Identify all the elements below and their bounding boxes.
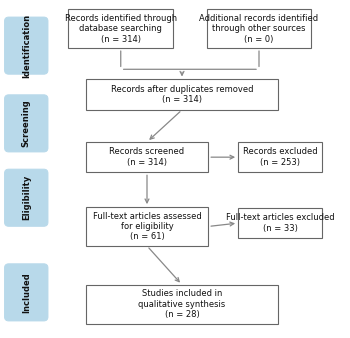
Text: Records identified through
database searching
(n = 314): Records identified through database sear… [65,14,177,44]
FancyBboxPatch shape [86,142,208,172]
FancyBboxPatch shape [5,169,48,226]
FancyBboxPatch shape [86,79,278,110]
FancyBboxPatch shape [86,285,278,324]
Text: Records screened
(n = 314): Records screened (n = 314) [110,147,184,167]
Text: Studies included in
qualitative synthesis
(n = 28): Studies included in qualitative synthesi… [138,289,226,319]
FancyBboxPatch shape [86,207,208,246]
Text: Additional records identified
through other sources
(n = 0): Additional records identified through ot… [199,14,318,44]
Text: Records excluded
(n = 253): Records excluded (n = 253) [243,147,317,167]
Text: Eligibility: Eligibility [22,175,31,220]
FancyBboxPatch shape [5,17,48,74]
FancyBboxPatch shape [206,9,312,48]
Text: Full-text articles assessed
for eligibility
(n = 61): Full-text articles assessed for eligibil… [93,212,201,241]
Text: Identification: Identification [22,14,31,78]
FancyBboxPatch shape [68,9,173,48]
FancyBboxPatch shape [5,264,48,321]
Text: Full-text articles excluded
(n = 33): Full-text articles excluded (n = 33) [226,213,334,233]
Text: Screening: Screening [22,99,31,147]
Text: Included: Included [22,272,31,313]
Text: Records after duplicates removed
(n = 314): Records after duplicates removed (n = 31… [111,85,253,104]
FancyBboxPatch shape [238,142,322,172]
FancyBboxPatch shape [5,95,48,152]
FancyBboxPatch shape [238,208,322,238]
